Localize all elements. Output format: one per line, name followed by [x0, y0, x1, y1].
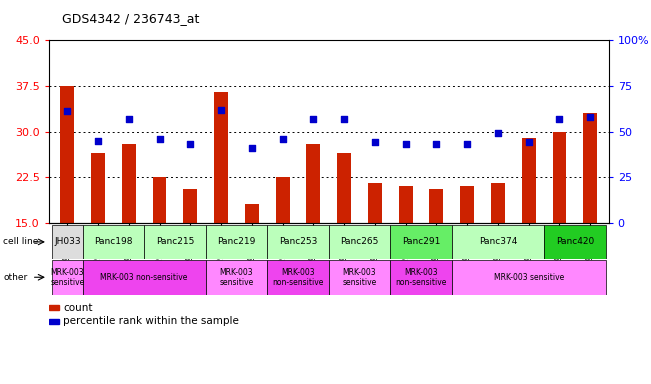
Bar [152, 177, 167, 223]
Bar [544, 225, 605, 259]
Bar [391, 260, 452, 295]
Bar [460, 186, 474, 223]
Point [247, 145, 257, 151]
Point [431, 141, 441, 147]
Text: MRK-003
non-sensitive: MRK-003 non-sensitive [395, 268, 447, 287]
Text: Panc198: Panc198 [94, 237, 133, 247]
Bar [206, 225, 267, 259]
Text: Panc374: Panc374 [478, 237, 517, 247]
Text: count: count [63, 303, 93, 313]
Point [400, 141, 411, 147]
Text: MRK-003 sensitive: MRK-003 sensitive [493, 273, 564, 282]
Text: Panc291: Panc291 [402, 237, 440, 247]
Text: Panc265: Panc265 [340, 237, 379, 247]
Bar [184, 189, 197, 223]
Bar [267, 225, 329, 259]
Bar [144, 225, 206, 259]
Text: Panc420: Panc420 [556, 237, 594, 247]
Point [370, 139, 380, 146]
Point [554, 116, 564, 122]
Text: Panc215: Panc215 [156, 237, 194, 247]
Text: cell line: cell line [3, 237, 38, 247]
Text: Panc253: Panc253 [279, 237, 317, 247]
Point [493, 130, 503, 136]
Bar [430, 189, 443, 223]
Text: MRK-003
sensitive: MRK-003 sensitive [342, 268, 377, 287]
Bar [368, 183, 382, 223]
Point [585, 114, 596, 120]
Point [339, 116, 350, 122]
Bar [52, 260, 83, 295]
Text: GDS4342 / 236743_at: GDS4342 / 236743_at [62, 12, 199, 25]
Bar [491, 183, 505, 223]
Bar [522, 137, 536, 223]
Text: MRK-003
sensitive: MRK-003 sensitive [219, 268, 254, 287]
Bar [583, 113, 597, 223]
Bar [267, 260, 329, 295]
Text: JH033: JH033 [54, 237, 81, 247]
Point [62, 108, 72, 114]
Bar [245, 204, 258, 223]
Point [216, 107, 227, 113]
Bar [329, 260, 391, 295]
Bar [398, 186, 413, 223]
Bar [452, 260, 605, 295]
Bar [91, 153, 105, 223]
Bar [206, 260, 267, 295]
Point [523, 139, 534, 146]
Point [185, 141, 195, 147]
Point [277, 136, 288, 142]
Bar [122, 144, 135, 223]
Point [124, 116, 134, 122]
Text: MRK-003
sensitive: MRK-003 sensitive [50, 268, 85, 287]
Bar [214, 92, 228, 223]
Bar [83, 225, 144, 259]
Bar [391, 225, 452, 259]
Point [462, 141, 473, 147]
Point [154, 136, 165, 142]
Bar [553, 131, 566, 223]
Bar [61, 86, 74, 223]
Bar [275, 177, 290, 223]
Bar [49, 305, 59, 310]
Bar [83, 260, 206, 295]
Bar [337, 153, 351, 223]
Bar [329, 225, 391, 259]
Point [93, 137, 104, 144]
Bar [52, 225, 83, 259]
Text: MRK-003 non-sensitive: MRK-003 non-sensitive [100, 273, 188, 282]
Text: MRK-003
non-sensitive: MRK-003 non-sensitive [272, 268, 324, 287]
Text: Panc219: Panc219 [217, 237, 256, 247]
Text: percentile rank within the sample: percentile rank within the sample [63, 316, 240, 326]
Text: other: other [3, 273, 27, 282]
Bar [49, 319, 59, 324]
Bar [307, 144, 320, 223]
Point [308, 116, 318, 122]
Bar [452, 225, 544, 259]
